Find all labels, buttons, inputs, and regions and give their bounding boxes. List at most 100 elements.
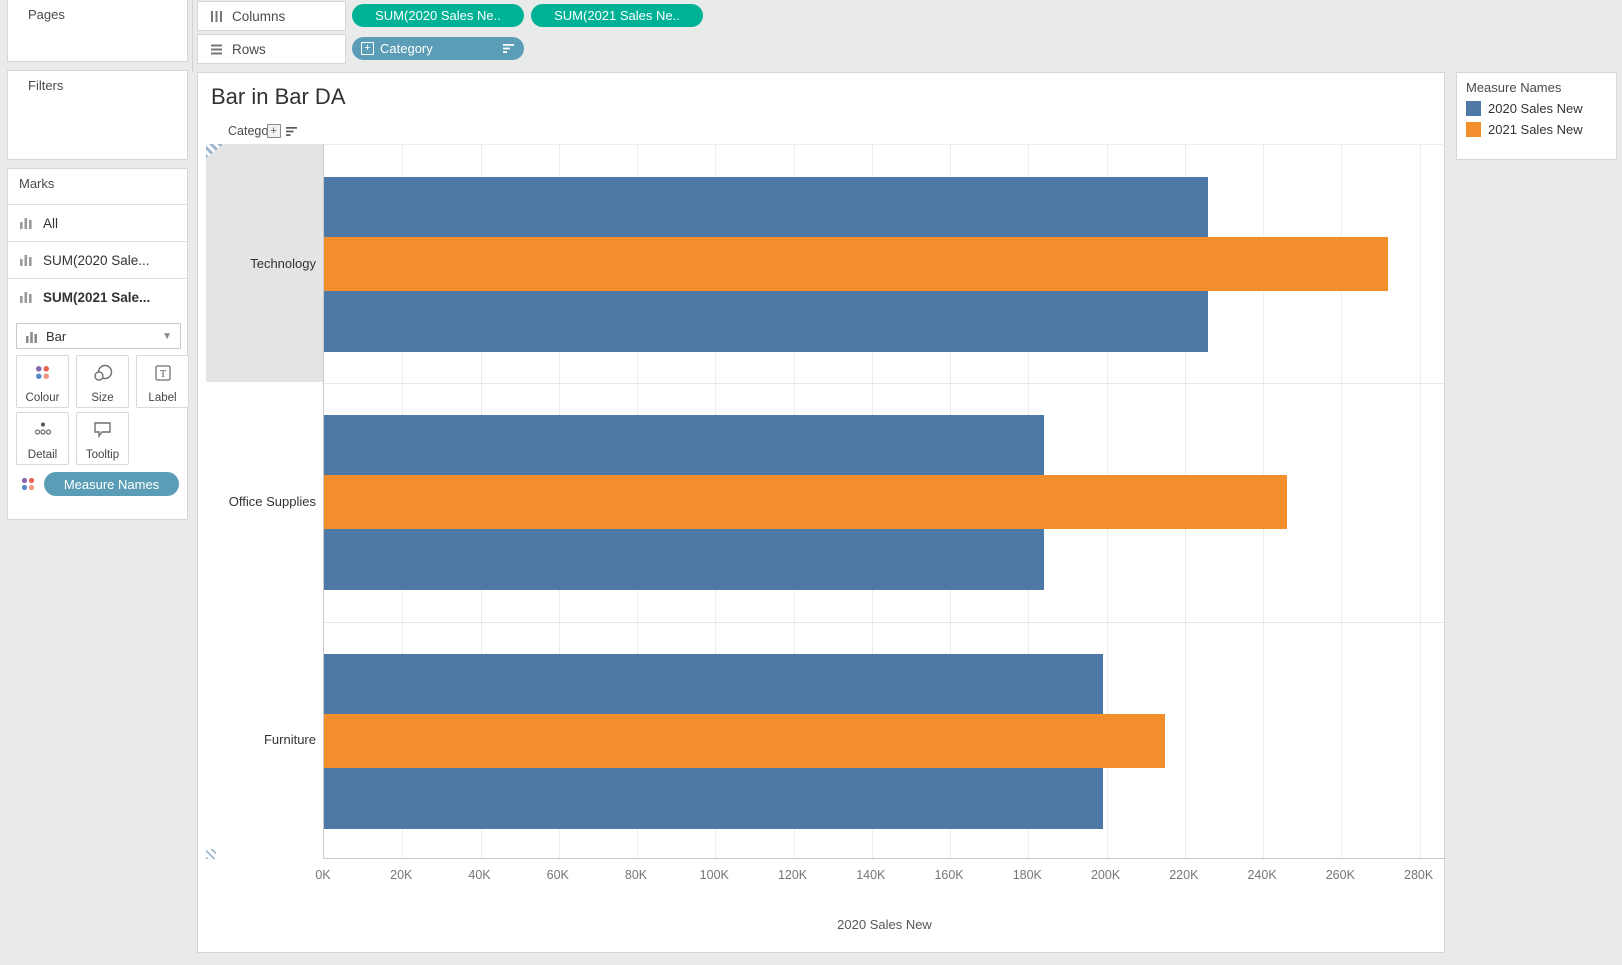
expand-plus-icon[interactable]: + — [361, 42, 374, 55]
legend-title: Measure Names — [1466, 80, 1562, 95]
selection-hatch — [206, 144, 224, 158]
gridline — [1419, 145, 1421, 858]
filters-shelf[interactable]: Filters — [7, 70, 188, 160]
rows-pill-row: + Category — [352, 37, 524, 60]
mark-type-value: Bar — [46, 328, 67, 344]
category-band — [324, 145, 1446, 383]
worksheet-view: Bar in Bar DA Category + Technology Offic… — [197, 72, 1446, 953]
marks-button-label: Detail — [27, 449, 58, 461]
bar-2021-office-supplies[interactable] — [324, 475, 1287, 530]
columns-pill-row: SUM(2020 Sales Ne.. SUM(2021 Sales Ne.. — [352, 4, 703, 27]
marks-card-item[interactable]: SUM(2020 Sale... — [8, 241, 187, 278]
x-tick-label: 60K — [546, 868, 569, 882]
measure-pill[interactable]: SUM(2020 Sales Ne.. — [352, 4, 524, 27]
x-tick-label: 40K — [468, 868, 491, 882]
label-button[interactable]: T Label — [136, 355, 189, 408]
color-dots-icon — [34, 364, 51, 384]
sort-icon[interactable] — [503, 43, 515, 54]
legend-card: Measure Names 2020 Sales New 2021 Sales N… — [1456, 72, 1617, 160]
x-tick-label: 100K — [699, 868, 729, 882]
mark-type-dropdown[interactable]: Bar ▼ — [16, 323, 181, 349]
color-dots-icon — [21, 477, 35, 491]
row-header-label: Technology — [250, 255, 316, 271]
legend-label: 2020 Sales New — [1488, 101, 1583, 116]
rows-label: Rows — [232, 41, 266, 57]
dimension-pill[interactable]: + Category — [352, 37, 524, 60]
x-tick-label: 180K — [1012, 868, 1042, 882]
marks-title: Marks — [19, 176, 55, 191]
chevron-down-icon[interactable]: ▼ — [162, 330, 172, 342]
size-icon — [93, 364, 113, 385]
row-header-furniture[interactable]: Furniture — [206, 621, 323, 859]
pill-label: Category — [380, 41, 433, 56]
detail-button[interactable]: Detail — [16, 412, 69, 465]
bar-2021-technology[interactable] — [324, 237, 1389, 291]
marks-item-label: All — [43, 215, 59, 231]
bar-chart-icon — [20, 218, 32, 229]
svg-text:T: T — [159, 369, 165, 380]
x-tick-label: 220K — [1169, 868, 1199, 882]
category-band — [324, 383, 1446, 621]
pill-measure-names[interactable]: Measure Names — [44, 472, 179, 496]
row-divider — [324, 383, 1446, 385]
rows-shelf[interactable]: Rows — [197, 34, 346, 64]
size-button[interactable]: Size — [76, 355, 129, 408]
legend-item[interactable]: 2021 Sales New — [1457, 122, 1616, 137]
filters-label: Filters — [28, 78, 64, 93]
sort-icon[interactable] — [285, 126, 298, 137]
row-header-column: Technology Office Supplies Furniture — [206, 144, 323, 859]
columns-icon — [211, 10, 222, 22]
selection-handle[interactable] — [206, 849, 216, 859]
row-header-label: Furniture — [263, 732, 316, 748]
marks-card-item[interactable]: SUM(2021 Sale... — [8, 278, 187, 315]
bar-chart-icon — [20, 255, 32, 266]
legend-item[interactable]: 2020 Sales New — [1457, 101, 1616, 116]
row-header-label: Office Supplies — [228, 493, 316, 509]
marks-item-label: SUM(2021 Sale... — [43, 289, 151, 305]
columns-label: Columns — [232, 8, 286, 24]
x-tick-label: 260K — [1325, 868, 1355, 882]
marks-button-label: Tooltip — [85, 449, 120, 461]
tooltip-icon — [93, 421, 112, 441]
marks-button-label: Size — [91, 392, 114, 404]
x-tick-label: 200K — [1090, 868, 1121, 882]
x-tick-label: 0K — [315, 868, 331, 882]
gridline — [1341, 145, 1343, 858]
bar-chart-icon — [20, 292, 32, 303]
x-tick-label: 160K — [934, 868, 964, 882]
marks-item-list: All SUM(2020 Sale... SUM(2021 Sale... — [8, 204, 187, 315]
bar-2021-furniture[interactable] — [324, 713, 1166, 768]
x-tick-label: 20K — [390, 868, 413, 882]
expand-plus-icon[interactable]: + — [266, 124, 281, 138]
x-tick-label: 240K — [1247, 868, 1277, 882]
x-tick-label: 120K — [777, 868, 808, 882]
detail-icon — [34, 421, 52, 440]
column-field-label[interactable]: Category + — [228, 124, 298, 138]
panel-divider — [192, 0, 193, 72]
legend-item-list: 2020 Sales New 2021 Sales New — [1457, 101, 1616, 137]
bar-chart-icon — [26, 331, 37, 343]
sheet-title: Bar in Bar DA — [211, 84, 346, 109]
tooltip-button[interactable]: Tooltip — [76, 412, 129, 465]
x-tick-label: 280K — [1404, 868, 1434, 882]
pages-shelf[interactable]: Pages — [7, 0, 188, 62]
marks-button-label: Label — [148, 392, 177, 404]
marks-card: Marks All SUM(2020 Sale... SUM(2021 Sale..… — [7, 168, 189, 520]
x-tick-label: 140K — [856, 868, 886, 882]
measure-pill[interactable]: SUM(2021 Sales Ne.. — [531, 4, 703, 27]
pages-label: Pages — [28, 7, 65, 22]
category-band — [324, 622, 1446, 858]
x-tick-label: 80K — [624, 868, 648, 882]
marks-card-item[interactable]: All — [8, 204, 187, 241]
row-header-technology[interactable]: Technology — [206, 144, 323, 383]
plot-area — [323, 144, 1446, 859]
legend-swatch — [1466, 122, 1481, 137]
colour-button[interactable]: Colour — [16, 355, 69, 408]
marks-button-label: Colour — [25, 392, 60, 404]
legend-swatch — [1466, 101, 1481, 116]
rows-icon — [211, 44, 222, 54]
x-axis-title[interactable]: 2020 Sales New — [837, 917, 932, 932]
columns-shelf[interactable]: Columns — [197, 1, 346, 31]
row-header-office-supplies[interactable]: Office Supplies — [206, 382, 323, 620]
marks-item-label: SUM(2020 Sale... — [43, 252, 150, 268]
